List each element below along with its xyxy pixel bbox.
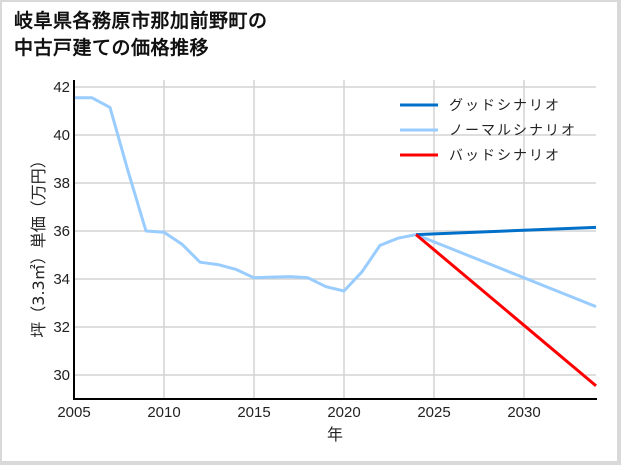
x-axis-label: 年 <box>327 425 343 444</box>
y-tick-label: 42 <box>53 79 70 96</box>
y-tick-labels: 30 32 34 36 38 40 42 <box>53 79 70 384</box>
y-tick-label: 36 <box>53 223 70 240</box>
legend-label: バッドシナリオ <box>449 148 561 164</box>
series-line <box>415 225 597 237</box>
x-tick-label: 2010 <box>147 404 180 421</box>
x-tick-label: 2015 <box>237 404 270 421</box>
series-line <box>74 96 417 293</box>
x-tick-label: 2025 <box>417 404 450 421</box>
x-tick-label: 2020 <box>327 404 360 421</box>
y-tick-label: 40 <box>53 127 70 144</box>
axes <box>73 80 597 400</box>
x-tick-labels: 2005 2010 2015 2020 2025 2030 <box>57 404 540 421</box>
title-line-1: 岐阜県各務原市那加前野町の <box>14 10 268 32</box>
y-tick-label: 30 <box>53 367 70 384</box>
series-line <box>415 233 597 308</box>
legend-label: グッドシナリオ <box>449 98 561 114</box>
x-tick-label: 2030 <box>507 404 540 421</box>
y-tick-label: 32 <box>53 319 70 336</box>
y-tick-label: 34 <box>53 271 70 288</box>
y-axis-label: 坪（3.3㎡）単価（万円） <box>29 152 48 337</box>
legend-label: ノーマルシナリオ <box>449 123 577 139</box>
y-tick-label: 38 <box>53 175 70 192</box>
x-tick-label: 2005 <box>57 404 90 421</box>
series-line <box>415 233 597 387</box>
series-lines <box>74 96 597 387</box>
title-line-2: 中古戸建ての価格推移 <box>14 37 210 59</box>
chart-title: 岐阜県各務原市那加前野町の 中古戸建ての価格推移 <box>14 8 268 62</box>
